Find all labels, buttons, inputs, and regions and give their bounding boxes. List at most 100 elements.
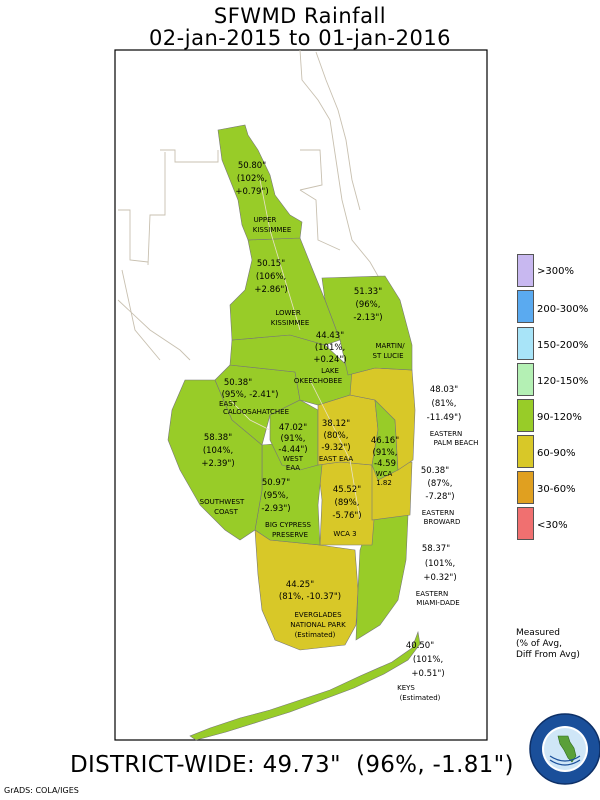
emd-value: 58.37" — [422, 544, 450, 554]
epb-pct: (81%, — [432, 399, 457, 409]
wca3-pct: (89%, — [335, 498, 360, 508]
martin-name1: MARTIN/ — [375, 342, 405, 350]
region-west-eaa — [269, 399, 319, 471]
legend-label-lt30: <30% — [537, 520, 568, 531]
legend-label-30-60: 30-60% — [537, 484, 576, 495]
ebroward-pct: (87%, — [428, 479, 453, 489]
epb-name1: EASTERN — [430, 430, 462, 438]
map-subtitle: 02-jan-2015 to 01-jan-2016 — [148, 26, 452, 50]
ebroward-value: 50.38" — [421, 466, 449, 476]
legend-label-200-300: 200-300% — [537, 304, 589, 315]
region-keys — [189, 630, 421, 741]
measured-note-line3: Diff From Avg) — [516, 650, 580, 660]
measured-note-line1: Measured — [516, 628, 560, 638]
lake-o-name2: OKEECHOBEE — [294, 377, 342, 385]
lake-o-value: 44.43" — [316, 331, 344, 341]
region-labels: 50.80" (102%, +0.79") UPPER KISSIMMEE 50… — [200, 161, 406, 639]
legend-swatch-lt30 — [517, 507, 534, 540]
martin-pct: (96%, — [356, 300, 381, 310]
legend-swatch-90-120 — [517, 399, 534, 432]
emd-diff: +0.32") — [423, 573, 456, 583]
legend-label-gt300: >300% — [537, 266, 574, 277]
wca1-name1: WCA — [376, 470, 393, 478]
east-caloosa-name2: CALOOSAHATCHEE — [223, 408, 289, 416]
wca3-value: 45.52" — [333, 485, 361, 495]
martin-name2: ST LUCIE — [373, 352, 404, 360]
sw-coast-value: 58.38" — [204, 433, 232, 443]
lower-kissimmee-pct: (106%, — [256, 272, 286, 282]
keys-pct: (101%, — [413, 655, 443, 665]
legend-swatch-200-300 — [517, 290, 534, 323]
region-upper-kissimmee — [217, 124, 303, 241]
east-caloosa-pct: (95%, -2.41") — [222, 390, 279, 400]
big-cypress-name2: PRESERVE — [272, 531, 308, 539]
epb-name2: PALM BEACH — [434, 439, 479, 447]
upper-kissimmee-name2: KISSIMMEE — [253, 226, 292, 234]
ebroward-diff: -7.28") — [425, 492, 454, 502]
emd-pct: (101%, — [425, 559, 455, 569]
keys-value: 40.50" — [406, 641, 434, 651]
east-caloosa-name1: EAST — [219, 400, 238, 408]
east-caloosa-value: 50.38" — [224, 378, 252, 388]
legend-swatch-30-60 — [517, 471, 534, 504]
wca1-name2: 1.82 — [376, 479, 392, 487]
upper-kissimmee-diff: +0.79") — [235, 187, 268, 197]
wca1-pct: (91%, — [373, 448, 398, 458]
emd-name1: EASTERN — [416, 590, 448, 598]
big-cypress-name1: BIG CYPRESS — [265, 521, 312, 529]
wca1-diff: -4.59 — [374, 459, 396, 469]
west-eaa-name1: WEST — [283, 455, 304, 463]
west-eaa-name2: EAA — [286, 464, 300, 472]
east-eaa-diff: -9.32") — [321, 443, 350, 453]
region-eastern-miami-dade — [355, 514, 409, 641]
emd-name2: MIAMI-DADE — [416, 599, 459, 607]
rainfall-regions — [167, 124, 421, 741]
district-wide-summary: DISTRICT-WIDE: 49.73" (96%, -1.81") — [70, 752, 514, 778]
big-cypress-diff: -2.93") — [261, 504, 290, 514]
legend-swatch-150-200 — [517, 327, 534, 360]
lower-kissimmee-diff: +2.86") — [254, 285, 287, 295]
east-eaa-value: 38.12" — [322, 419, 350, 429]
wca1-value: 46.16" — [371, 436, 399, 446]
keys-name1: KEYS — [397, 684, 415, 692]
enp-pct: (81%, -10.37") — [279, 592, 341, 602]
epb-value: 48.03" — [430, 385, 458, 395]
sw-coast-name1: SOUTHWEST — [200, 498, 245, 506]
ebroward-name2: BROWARD — [424, 518, 461, 526]
legend-label-60-90: 60-90% — [537, 448, 576, 459]
west-eaa-value: 47.02" — [279, 423, 307, 433]
legend-swatch-120-150 — [517, 363, 534, 396]
east-eaa-pct: (80%, — [324, 431, 349, 441]
legend-label-120-150: 120-150% — [537, 376, 589, 387]
lower-kissimmee-name2: KISSIMMEE — [271, 319, 310, 327]
outer-labels: 48.03" (81%, -11.49") EASTERN PALM BEACH… — [397, 385, 478, 702]
legend-label-150-200: 150-200% — [537, 340, 589, 351]
upper-kissimmee-value: 50.80" — [238, 161, 266, 171]
upper-kissimmee-name1: UPPER — [254, 216, 277, 224]
lake-o-diff: +0.24") — [313, 355, 346, 365]
wca3-name1: WCA 3 — [333, 530, 356, 538]
martin-diff: -2.13") — [353, 313, 382, 323]
big-cypress-pct: (95%, — [264, 491, 289, 501]
west-eaa-diff: -4.44") — [278, 445, 307, 455]
legend-swatch-60-90 — [517, 435, 534, 468]
martin-value: 51.33" — [354, 287, 382, 297]
enp-name2: NATIONAL PARK — [290, 621, 346, 629]
big-cypress-value: 50.97" — [262, 478, 290, 488]
west-eaa-pct: (91%, — [281, 434, 306, 444]
ebroward-name1: EASTERN — [422, 509, 454, 517]
enp-name1: EVERGLADES — [294, 611, 342, 619]
grads-credit: GrADS: COLA/IGES — [4, 786, 79, 795]
map-title: SFWMD Rainfall — [213, 4, 387, 28]
measured-note-line2: (% of Avg, — [516, 639, 562, 649]
enp-value: 44.25" — [286, 580, 314, 590]
epb-diff: -11.49") — [427, 413, 462, 423]
legend-swatch-gt300 — [517, 254, 534, 287]
wca3-diff: -5.76") — [332, 511, 361, 521]
legend-label-90-120: 90-120% — [537, 412, 582, 423]
region-lower-kissimmee — [229, 237, 341, 346]
lower-kissimmee-value: 50.15" — [257, 259, 285, 269]
upper-kissimmee-pct: (102%, — [237, 174, 267, 184]
lake-o-pct: (101%, — [315, 343, 345, 353]
